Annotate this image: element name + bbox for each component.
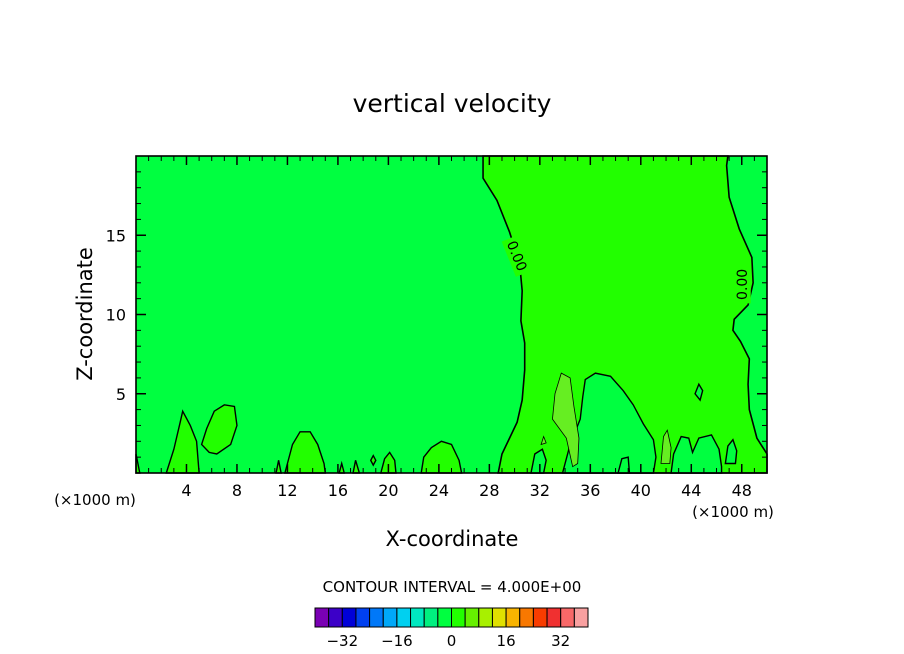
colorbar-swatch-13 — [491, 607, 507, 628]
colorbar-swatch-9 — [437, 607, 453, 628]
positive-cell-8 — [369, 454, 377, 467]
negative-cell-3 — [670, 434, 723, 474]
colorbar-swatch-16 — [532, 607, 548, 628]
x-tick-label-4: 20 — [378, 481, 398, 500]
positive-cell-0 — [165, 409, 200, 474]
negative-cell-5 — [694, 382, 704, 402]
x-tick-label-2: 12 — [277, 481, 297, 500]
x-axis-title: X-coordinate — [386, 527, 519, 551]
colorbar-tick-label-4: 32 — [551, 632, 570, 650]
colorbar-swatch-11 — [464, 607, 480, 628]
colorbar-tick-label-2: 0 — [447, 632, 457, 650]
higher-cell-0 — [552, 372, 580, 468]
colorbar-tick-label-1: −16 — [381, 632, 413, 650]
x-tick-label-1: 8 — [232, 481, 242, 500]
contour-label-bg-1 — [732, 265, 751, 304]
contour-interval-label: CONTOUR INTERVAL = 4.000E+00 — [323, 578, 582, 596]
y-axis-title: Z-coordinate — [73, 247, 97, 381]
positive-cell-5 — [420, 440, 463, 474]
x-tick-label-8: 36 — [580, 481, 600, 500]
colorbar-swatch-7 — [410, 607, 425, 628]
chart-title: vertical velocity — [353, 89, 552, 118]
x-tick-label-11: 48 — [732, 481, 752, 500]
x-tick-label-10: 44 — [681, 481, 701, 500]
colorbar-tick-label-0: −32 — [326, 632, 358, 650]
colorbar-swatch-0 — [314, 607, 330, 628]
colorbar-swatch-18 — [560, 607, 575, 628]
colorbar-swatch-1 — [328, 607, 343, 628]
colorbar-swatch-8 — [423, 607, 439, 628]
colorbar-swatch-10 — [451, 607, 466, 628]
x-tick-label-3: 16 — [328, 481, 348, 500]
y-tick-label-0: 5 — [116, 385, 126, 404]
colorbar-swatch-4 — [369, 607, 384, 628]
y-tick-label-2: 15 — [106, 226, 126, 245]
y-tick-label-1: 10 — [106, 306, 126, 325]
contour-label-bg-0 — [501, 234, 533, 277]
colorbar-swatch-2 — [341, 607, 357, 628]
x-unit-right: (×1000 m) — [692, 503, 774, 521]
negative-cell-4 — [724, 438, 738, 465]
negative-cell-1 — [561, 372, 657, 474]
x-tick-label-6: 28 — [479, 481, 499, 500]
colorbar-swatch-14 — [505, 607, 521, 628]
higher-cell-2 — [540, 435, 547, 446]
x-tick-label-0: 4 — [181, 481, 191, 500]
x-tick-label-7: 32 — [530, 481, 550, 500]
colorbar-tick-label-3: 16 — [497, 632, 516, 650]
colorbar-swatch-12 — [478, 607, 493, 628]
colorbar-swatch-17 — [546, 607, 562, 628]
colorbar-swatch-19 — [573, 607, 589, 628]
colorbar: −32 −16 0 16 32 — [314, 607, 589, 650]
colorbar-swatch-6 — [396, 607, 412, 628]
colorbar-swatch-5 — [382, 607, 398, 628]
x-tick-label-5: 24 — [429, 481, 449, 500]
contour-label-1: 0.00 — [735, 269, 751, 300]
x-unit-left: (×1000 m) — [54, 491, 136, 509]
colorbar-swatch-3 — [355, 607, 371, 628]
x-tick-label-9: 40 — [631, 481, 651, 500]
plot-area: 0.000.00 — [135, 155, 768, 474]
contour-label-group-1: 0.00 — [732, 265, 751, 304]
colorbar-swatch-15 — [519, 607, 534, 628]
higher-cell-1 — [660, 429, 672, 464]
positive-cell-1 — [200, 404, 238, 455]
